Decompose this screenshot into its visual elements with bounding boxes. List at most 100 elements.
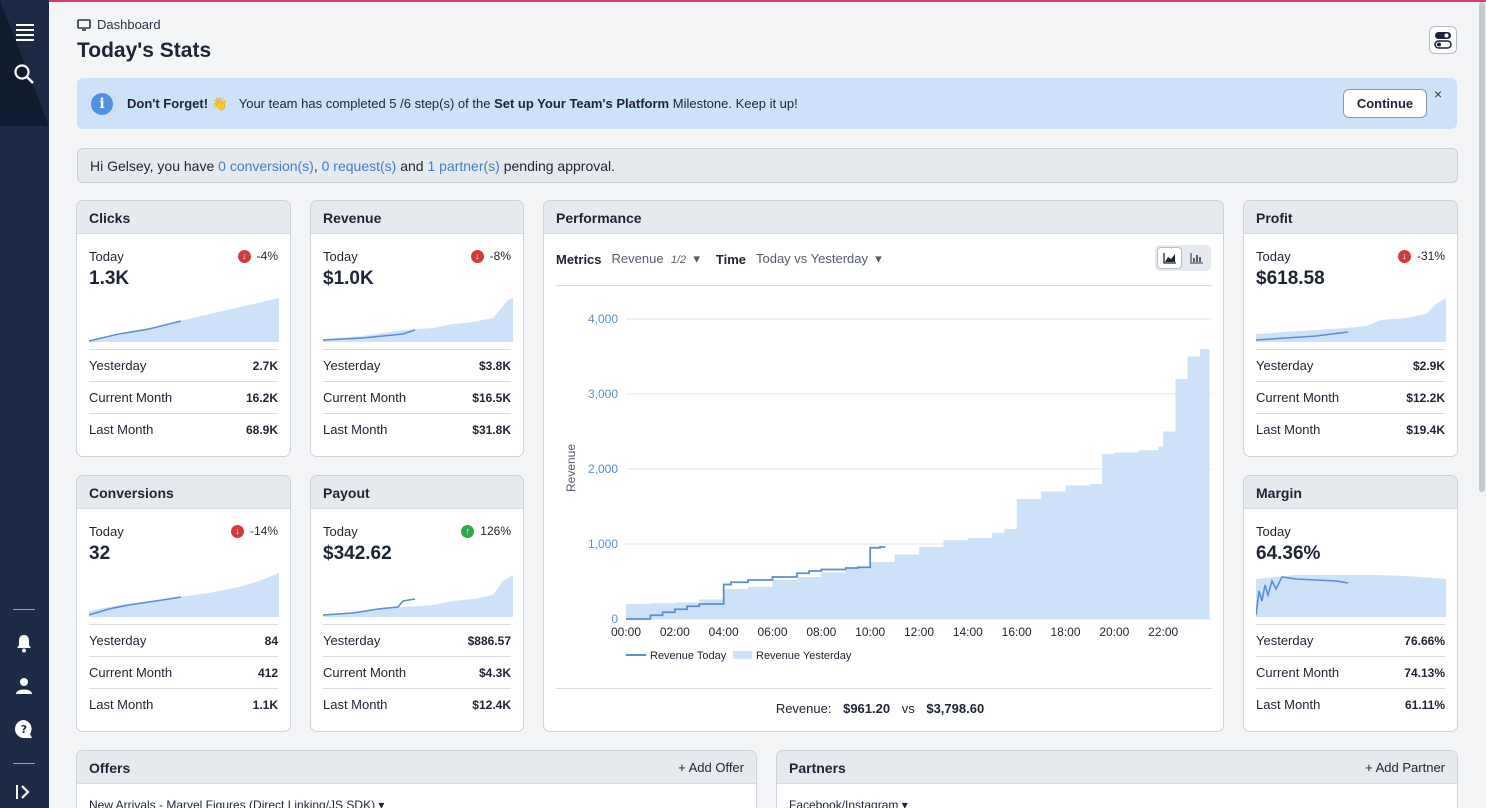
delta-value: -31% (1416, 249, 1445, 263)
row-label: Current Month (89, 390, 173, 405)
sidebar-header-shape (0, 0, 49, 126)
performance-card: Performance Metrics Revenue 1/2 ▾ Time T… (543, 200, 1224, 732)
row-label: Last Month (323, 422, 388, 437)
time-dropdown[interactable]: Today vs Yesterday ▾ (756, 251, 882, 267)
time-value: Today vs Yesterday (755, 251, 869, 266)
today-label: Today (89, 249, 124, 264)
x-tick-label: 16:00 (1002, 625, 1032, 639)
partners-panel: Partners + Add Partner Facebook/Instagram… (776, 750, 1458, 808)
area-chart-icon[interactable] (1157, 247, 1182, 269)
stat-row: Yesterday 2.7K (89, 349, 278, 381)
scrollbar-thumb[interactable] (1479, 2, 1485, 492)
today-label: Today (89, 524, 124, 539)
search-icon[interactable] (10, 60, 38, 88)
metrics-dropdown[interactable]: Revenue 1/2 ▾ (612, 251, 700, 267)
y-tick-label: 4,000 (588, 312, 618, 326)
bar-chart-icon[interactable] (1184, 247, 1209, 269)
time-label: Time (715, 251, 746, 267)
y-tick-label: 0 (611, 612, 618, 626)
chevron-down-icon: ▾ (875, 251, 882, 266)
delta-value: -8% (489, 249, 511, 263)
x-tick-label: 20:00 (1099, 625, 1129, 639)
card-title: Payout (311, 476, 523, 509)
delta-value: 126% (480, 524, 511, 538)
y-tick-label: 2,000 (588, 462, 618, 476)
row-value: $886.57 (467, 633, 511, 648)
pending-comma: , (313, 158, 318, 174)
pending-conversions-link[interactable]: 0 conversion(s) (218, 158, 314, 174)
info-icon: i (91, 93, 113, 115)
banner-message: Don't Forget! 👋 Your team has completed … (127, 96, 798, 112)
delta-badge: ↓ -31% (1397, 249, 1445, 263)
bell-icon[interactable] (10, 629, 38, 657)
legend-label-revenue-yesterday: Revenue Yesterday (756, 650, 852, 662)
legend-label-revenue-today: Revenue Today (650, 650, 727, 662)
partner-selector[interactable]: Facebook/Instagram ▾ (789, 798, 908, 808)
svg-text:?: ? (21, 723, 27, 736)
add-offer-label: Add Offer (688, 760, 744, 775)
stat-row: Last Month $19.4K (1256, 413, 1445, 445)
pending-partners-link[interactable]: 1 partner(s) (427, 158, 500, 174)
x-tick-label: 10:00 (855, 625, 885, 639)
delta-badge: ↓ -8% (470, 249, 511, 263)
performance-chart: 0 1,000 2,000 3,000 4,000 Revenue 00:00 02:00 04… (564, 312, 1212, 662)
x-tick-label: 14:00 (953, 625, 983, 639)
row-label: Current Month (1256, 390, 1340, 405)
x-tick-label: 02:00 (660, 625, 690, 639)
row-label: Yesterday (1256, 633, 1314, 648)
view-toggle-button[interactable] (1429, 26, 1457, 54)
y-tick-label: 3,000 (588, 387, 618, 401)
stat-row: Last Month 68.9K (89, 413, 278, 445)
row-label: Current Month (89, 665, 173, 680)
pending-requests-link[interactable]: 0 request(s) (321, 158, 397, 174)
metrics-value: Revenue (611, 251, 664, 266)
pending-approval-bar: Hi Gelsey, you have 0 conversion(s), 0 r… (77, 148, 1458, 183)
breadcrumb-dashboard[interactable]: Dashboard (97, 17, 161, 32)
metrics-page: 1/2 (670, 254, 687, 266)
today-value: 1.3K (89, 268, 130, 289)
scrollbar[interactable] (1478, 2, 1486, 808)
card-title: Conversions (77, 476, 290, 509)
pending-and: and (400, 158, 424, 174)
add-offer-button[interactable]: + Add Offer (678, 760, 744, 775)
row-label: Yesterday (323, 358, 381, 373)
partner-name: Facebook/Instagram (789, 798, 899, 808)
row-value: $16.5K (472, 390, 511, 405)
stat-row: Yesterday $2.9K (1256, 349, 1445, 381)
x-tick-label: 08:00 (806, 625, 836, 639)
row-value: $4.3K (478, 665, 511, 680)
row-value: 76.66% (1404, 633, 1445, 648)
row-value: $3.8K (478, 358, 511, 373)
add-partner-button[interactable]: + Add Partner (1365, 760, 1445, 775)
card-title: Revenue (311, 201, 523, 234)
stat-row: Current Month $12.2K (1256, 381, 1445, 413)
continue-button[interactable]: Continue (1343, 89, 1427, 118)
close-icon[interactable]: × (1434, 86, 1443, 102)
stat-row: Current Month $16.5K (323, 381, 511, 413)
plus-icon: + (678, 760, 686, 775)
waving-hand-icon: 👋 (211, 96, 228, 111)
conversions-card: Conversions Today ↓ -14% 32 Yesterday 84 C… (76, 475, 291, 732)
today-label: Today (1256, 249, 1291, 264)
help-icon[interactable]: ? (10, 715, 38, 743)
expand-icon[interactable] (10, 778, 38, 806)
offer-selector[interactable]: New Arrivals - Marvel Figures (Direct Li… (89, 798, 384, 808)
x-tick-label: 18:00 (1050, 625, 1080, 639)
card-title: Clicks (77, 201, 290, 234)
row-value: 74.13% (1404, 665, 1445, 680)
margin-card: Margin Today 64.36% Yesterday 76.66% Curr… (1243, 475, 1458, 732)
banner-milestone: Set up Your Team's Platform (494, 96, 670, 111)
sidebar-separator (13, 763, 35, 764)
menu-icon[interactable] (10, 18, 38, 46)
row-value: 2.7K (252, 358, 278, 373)
arrow-down-icon: ↓ (470, 249, 484, 263)
row-value: $19.4K (1406, 422, 1445, 437)
offers-panel: Offers + Add Offer New Arrivals - Marvel … (76, 750, 757, 808)
row-value: $31.8K (472, 422, 511, 437)
panel-header: Partners + Add Partner (777, 751, 1457, 784)
user-icon[interactable] (10, 672, 38, 700)
today-label: Today (323, 249, 358, 264)
chart-type-toggle (1155, 245, 1211, 271)
row-label: Current Month (323, 390, 407, 405)
stat-row: Last Month $12.4K (323, 688, 511, 720)
